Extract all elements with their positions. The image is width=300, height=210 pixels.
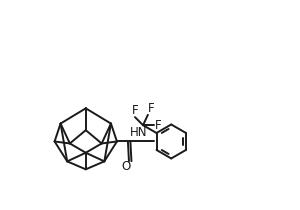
Text: O: O [122,160,131,173]
Text: HN: HN [129,126,147,139]
Text: F: F [132,104,138,117]
Text: F: F [154,119,161,132]
Text: F: F [148,102,154,115]
